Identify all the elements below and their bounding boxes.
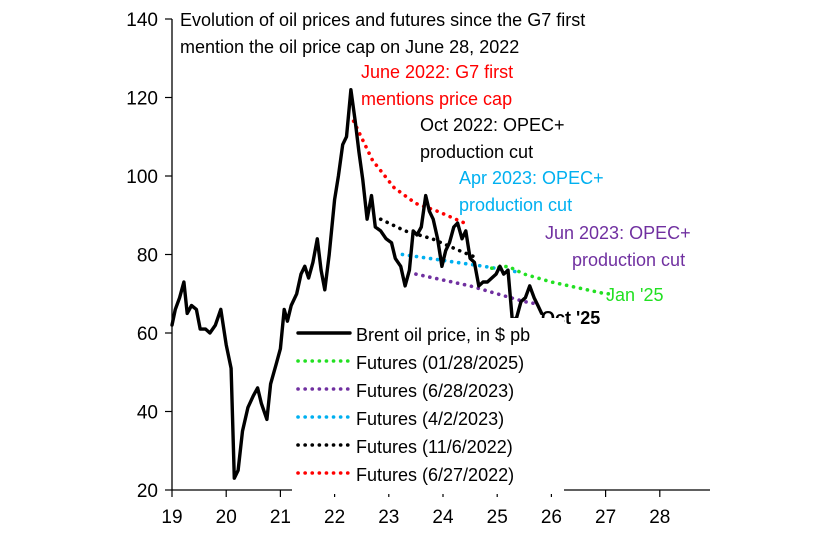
series-line-2 (414, 272, 537, 306)
y-tick-label: 80 (137, 246, 158, 267)
annotation-oct22-line-2: production cut (420, 142, 533, 162)
annotation-apr23-line-2: production cut (459, 195, 572, 215)
y-tick-label: 100 (126, 167, 158, 188)
series-line-1 (490, 264, 613, 296)
x-tick-label: 24 (432, 507, 454, 528)
y-tick-label: 40 (137, 403, 158, 424)
series-line-0 (170, 88, 544, 480)
annotation-jun23-line-2: production cut (572, 250, 685, 270)
legend-label-futures-jun2022: Futures (6/27/2022) (356, 465, 514, 485)
x-tick-label: 28 (649, 507, 670, 528)
legend-swatches (296, 331, 352, 475)
series-line-5 (351, 119, 467, 225)
series-line-4 (378, 217, 480, 261)
y-tick-label: 60 (137, 324, 158, 345)
annotation-g7-line-2: mentions price cap (361, 89, 512, 109)
annotation-oct22-line-1: Oct 2022: OPEC+ (420, 115, 565, 135)
x-tick-label: 27 (595, 507, 616, 528)
x-tick-label: 20 (216, 507, 237, 528)
legend-label-futures-apr2023: Futures (4/2/2023) (356, 409, 504, 429)
x-tick-label: 19 (161, 507, 182, 528)
series-line-3 (400, 252, 521, 274)
legend-label-futures-jun2023: Futures (6/28/2023) (356, 381, 514, 401)
annotation-jun23-line-1: Jun 2023: OPEC+ (545, 223, 691, 243)
x-tick-label: 23 (378, 507, 399, 528)
legend: Brent oil price, in $ pb Futures (01/28/… (292, 318, 564, 494)
x-tick-label: 25 (487, 507, 508, 528)
legend-label-futures-nov2022: Futures (11/6/2022) (356, 437, 513, 457)
legend-label-futures-2025: Futures (01/28/2025) (356, 353, 524, 373)
x-tick-label: 21 (270, 507, 291, 528)
legend-label-brent: Brent oil price, in $ pb (356, 325, 530, 345)
end-label-jan25: Jan '25 (606, 285, 663, 305)
annotations: June 2022: G7 first mentions price cap O… (361, 62, 691, 328)
y-tick-label: 120 (126, 89, 158, 110)
annotation-g7-line-1: June 2022: G7 first (361, 62, 513, 82)
y-tick-label: 140 (126, 10, 158, 31)
legend-background (292, 318, 564, 494)
x-tick-label: 26 (541, 507, 562, 528)
title-line-1: Evolution of oil prices and futures sinc… (180, 10, 585, 30)
title-line-2: mention the oil price cap on June 28, 20… (180, 37, 519, 57)
annotation-apr23-line-1: Apr 2023: OPEC+ (459, 168, 604, 188)
y-tick-label: 20 (137, 481, 158, 502)
series-layer (170, 88, 613, 480)
x-tick-label: 22 (324, 507, 345, 528)
chart-title: Evolution of oil prices and futures sinc… (180, 10, 585, 57)
